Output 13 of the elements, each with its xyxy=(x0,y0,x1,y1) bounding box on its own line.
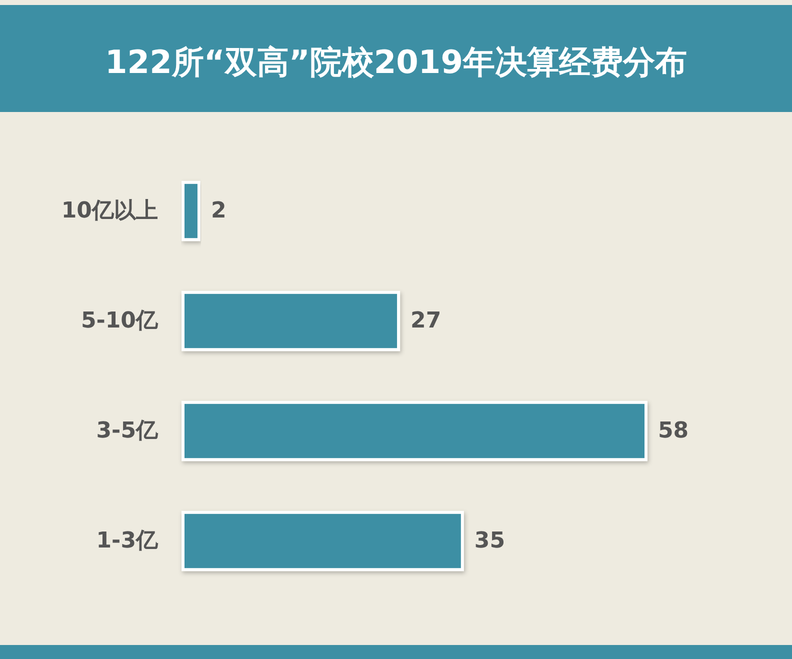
data-label: 2 xyxy=(210,198,226,224)
data-label: 27 xyxy=(410,308,442,334)
data-label: 35 xyxy=(474,528,506,554)
chart-title: 122所“双高”院校2019年决算经费分布 xyxy=(105,43,687,81)
bar xyxy=(182,510,464,572)
bar xyxy=(182,290,400,352)
y-tick-label: 5-10亿 xyxy=(80,308,159,334)
data-label: 58 xyxy=(658,418,689,444)
y-tick-label: 3-5亿 xyxy=(96,418,159,444)
y-tick-label: 10亿以上 xyxy=(61,198,158,224)
y-tick-label: 1-3亿 xyxy=(96,528,159,554)
bar xyxy=(182,400,648,462)
bar xyxy=(182,180,200,242)
